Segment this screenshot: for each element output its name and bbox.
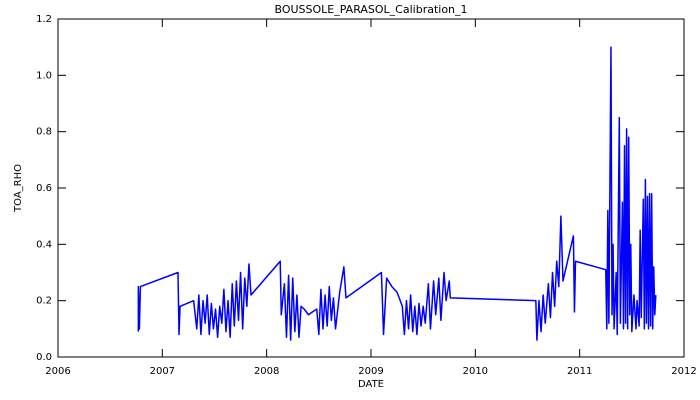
y-axis-label: TOA_RHO	[13, 164, 24, 213]
y-tick-label: 0.8	[36, 127, 52, 138]
x-tick-label: 2011	[567, 366, 592, 377]
x-tick-label: 2006	[45, 366, 70, 377]
chart-title: BOUSSOLE_PARASOL_Calibration_1	[274, 3, 467, 16]
y-tick-label: 0.6	[36, 183, 52, 194]
y-tick-label: 1.2	[36, 14, 52, 25]
x-tick-label: 2012	[671, 366, 696, 377]
y-tick-label: 0.0	[36, 352, 52, 363]
x-tick-label: 2009	[358, 366, 383, 377]
y-tick-label: 0.4	[36, 239, 52, 250]
x-tick-label: 2007	[150, 366, 175, 377]
x-axis-label: DATE	[358, 379, 384, 390]
x-tick-label: 2008	[254, 366, 279, 377]
x-tick-label: 2010	[463, 366, 488, 377]
plot-frame	[57, 18, 685, 358]
y-tick-label: 1.0	[36, 70, 52, 81]
data-line	[137, 46, 657, 341]
y-tick-label: 0.2	[36, 296, 52, 307]
